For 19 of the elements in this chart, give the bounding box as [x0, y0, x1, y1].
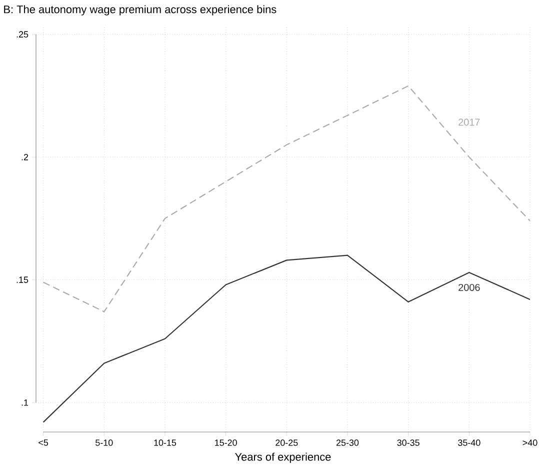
chart-title: B: The autonomy wage premium across experience bins [4, 5, 276, 16]
y-tick-label: .2 [22, 154, 28, 160]
series-label: 2006 [458, 284, 480, 291]
x-tick-label: <5 [38, 440, 48, 446]
x-tick-label: 5-10 [96, 440, 113, 446]
y-tick-label: .1 [22, 399, 28, 406]
x-tick-label: 10-15 [154, 440, 176, 446]
line-series [42, 85, 531, 312]
series-label: 2017 [458, 118, 480, 126]
line-series [42, 254, 531, 423]
x-tick-label: 35-40 [458, 440, 480, 446]
x-tick-label: 20-25 [276, 440, 298, 446]
x-tick-label: 30-35 [397, 440, 420, 446]
x-tick-label: 25-30 [336, 440, 359, 446]
y-tick-label: .15 [16, 276, 28, 283]
x-tick-label: 15-20 [215, 440, 237, 446]
x-axis-title: Years of experience [235, 452, 331, 463]
x-tick-label: >40 [522, 440, 538, 446]
y-tick-label: .25 [16, 31, 28, 38]
